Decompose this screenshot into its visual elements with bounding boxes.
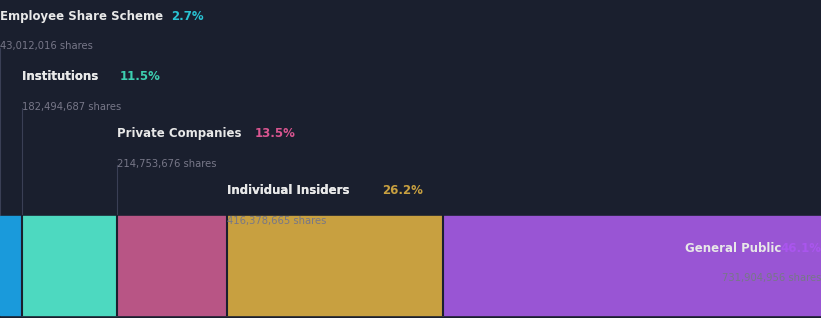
Text: 11.5%: 11.5% [120, 70, 161, 83]
Bar [227, 216, 443, 315]
Text: 214,753,676 shares: 214,753,676 shares [117, 159, 216, 169]
Text: Individual Insiders: Individual Insiders [227, 184, 354, 197]
Text: 416,378,665 shares: 416,378,665 shares [227, 216, 327, 226]
Text: Individual Insiders: Individual Insiders [227, 184, 354, 197]
Text: 46.1%: 46.1% [780, 242, 821, 255]
Text: 43,012,016 shares: 43,012,016 shares [0, 41, 93, 51]
Text: 2.7%: 2.7% [171, 10, 204, 23]
Text: Institutions: Institutions [22, 70, 103, 83]
Text: Institutions: Institutions [22, 70, 103, 83]
Text: General Public: General Public [685, 242, 786, 255]
Bar [443, 216, 821, 315]
Bar [117, 216, 227, 315]
Text: Employee Share Scheme: Employee Share Scheme [0, 10, 167, 23]
Bar [0, 216, 22, 315]
Text: 182,494,687 shares: 182,494,687 shares [22, 102, 122, 112]
Text: 731,904,956 shares: 731,904,956 shares [722, 273, 821, 283]
Text: 26.2%: 26.2% [382, 184, 423, 197]
Bar [22, 216, 117, 315]
Text: Private Companies: Private Companies [117, 127, 245, 140]
Text: 13.5%: 13.5% [255, 127, 296, 140]
